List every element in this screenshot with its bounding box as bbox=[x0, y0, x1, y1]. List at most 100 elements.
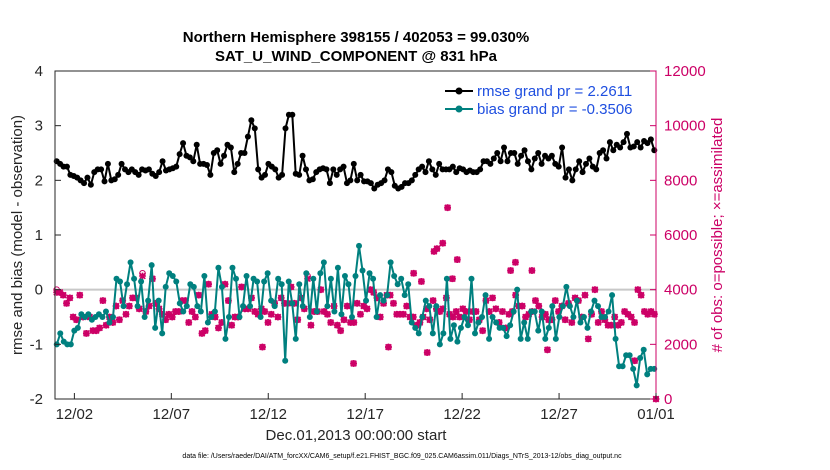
obs-assimilated-point bbox=[453, 256, 461, 263]
obs-assimilated-point bbox=[109, 319, 117, 326]
bias-point bbox=[106, 319, 113, 326]
rmse-point bbox=[145, 166, 152, 173]
obs-assimilated-point bbox=[317, 286, 325, 294]
obs-assimilated-point bbox=[76, 291, 84, 299]
bias-point bbox=[299, 303, 306, 310]
bias-point bbox=[619, 363, 626, 370]
obs-assimilated-point bbox=[390, 299, 397, 307]
rmse-point bbox=[190, 158, 197, 165]
obs-assimilated-point bbox=[409, 313, 417, 321]
obs-assimilated-point bbox=[66, 294, 74, 302]
obs-assimilated-point bbox=[416, 319, 424, 326]
obs-assimilated-point bbox=[324, 310, 331, 318]
obs-assimilated-point bbox=[182, 297, 189, 304]
x-axis-label: Dec.01,2013 00:00:00 start bbox=[266, 427, 448, 444]
rmse-point bbox=[176, 151, 183, 158]
rmse-point bbox=[531, 155, 538, 162]
obs-assimilated-point bbox=[492, 305, 500, 313]
x-tick-label: 01/01 bbox=[637, 406, 675, 423]
bias-point bbox=[176, 300, 183, 307]
bias-point bbox=[440, 330, 447, 337]
rmse-point bbox=[159, 158, 166, 165]
chart-title-line1: Northern Hemisphere 398155 / 402053 = 99… bbox=[183, 29, 529, 46]
rmse-point bbox=[644, 140, 651, 147]
bias-point bbox=[134, 303, 141, 310]
bias-point bbox=[521, 319, 528, 326]
bias-point bbox=[120, 303, 127, 310]
bias-point bbox=[159, 330, 166, 337]
bias-point bbox=[447, 335, 454, 342]
y-left-tick-label: 3 bbox=[35, 118, 43, 135]
y-right-tick-label: 10000 bbox=[664, 118, 706, 135]
obs-assimilated-point bbox=[541, 310, 549, 318]
obs-assimilated-point bbox=[403, 302, 411, 310]
bias-point bbox=[197, 308, 204, 315]
bias-point bbox=[454, 338, 461, 345]
obs-assimilated-point bbox=[106, 313, 113, 321]
rmse-point bbox=[388, 169, 395, 176]
obs-assimilated-point bbox=[96, 324, 103, 332]
y-axis-label-left: rmse and bias (model - observation) bbox=[9, 115, 26, 355]
rmse-point bbox=[203, 162, 210, 169]
rmse-point bbox=[350, 160, 357, 167]
bias-point bbox=[580, 314, 587, 320]
obs-assimilated-point bbox=[56, 289, 64, 296]
obs-assimilated-point bbox=[423, 305, 430, 313]
rmse-point bbox=[555, 163, 562, 170]
rmse-point bbox=[562, 174, 569, 181]
bias-point bbox=[563, 283, 570, 290]
rmse-point bbox=[234, 160, 241, 167]
rmse-point bbox=[637, 144, 644, 151]
obs-possible-point bbox=[507, 267, 514, 274]
bias-point bbox=[503, 333, 510, 340]
rmse-point bbox=[497, 158, 504, 165]
rmse-point bbox=[518, 152, 525, 159]
bias-point bbox=[602, 314, 609, 320]
bias-point bbox=[341, 273, 348, 279]
obs-assimilated-point bbox=[287, 283, 295, 291]
bias-point bbox=[398, 275, 405, 282]
bias-point bbox=[545, 324, 552, 331]
rmse-point bbox=[104, 160, 111, 167]
obs-assimilated-point bbox=[191, 313, 199, 321]
bias-point bbox=[204, 319, 211, 326]
rmse-point bbox=[436, 160, 443, 167]
bias-point bbox=[345, 281, 352, 288]
obs-assimilated-point bbox=[333, 321, 341, 329]
rmse-point bbox=[586, 155, 593, 162]
bias-point bbox=[640, 346, 647, 353]
rmse-point bbox=[569, 177, 576, 184]
y-right-tick-label: 0 bbox=[664, 391, 672, 408]
bias-point bbox=[366, 270, 373, 277]
bias-point bbox=[247, 303, 254, 310]
rmse-point bbox=[419, 163, 426, 170]
rmse-point bbox=[620, 139, 627, 146]
bias-point bbox=[148, 262, 155, 269]
bias-point bbox=[637, 355, 644, 361]
obs-assimilated-point bbox=[413, 321, 420, 329]
obs-assimilated-point bbox=[158, 310, 166, 318]
rmse-point bbox=[231, 169, 238, 176]
obs-assimilated-point bbox=[198, 330, 206, 337]
rmse-point bbox=[600, 147, 607, 154]
obs-possible-point bbox=[512, 259, 519, 266]
bias-point bbox=[215, 264, 222, 271]
bias-point bbox=[538, 308, 545, 315]
rmse-point bbox=[115, 171, 122, 178]
rmse-point bbox=[565, 166, 572, 173]
rmse-point bbox=[101, 178, 108, 185]
rmse-point bbox=[251, 125, 258, 132]
obs-assimilated-point bbox=[426, 316, 434, 324]
rmse-point bbox=[528, 166, 535, 173]
rmse-point bbox=[398, 183, 405, 190]
bias-point bbox=[145, 297, 152, 304]
x-tick-label: 12/12 bbox=[249, 406, 287, 423]
bias-point bbox=[225, 314, 232, 320]
bias-point bbox=[152, 324, 159, 331]
bias-point bbox=[573, 297, 580, 304]
rmse-point bbox=[357, 171, 364, 178]
obs-assimilated-point bbox=[598, 308, 605, 315]
rmse-point bbox=[84, 174, 91, 181]
rmse-point bbox=[221, 152, 228, 159]
bias-point bbox=[559, 303, 566, 310]
